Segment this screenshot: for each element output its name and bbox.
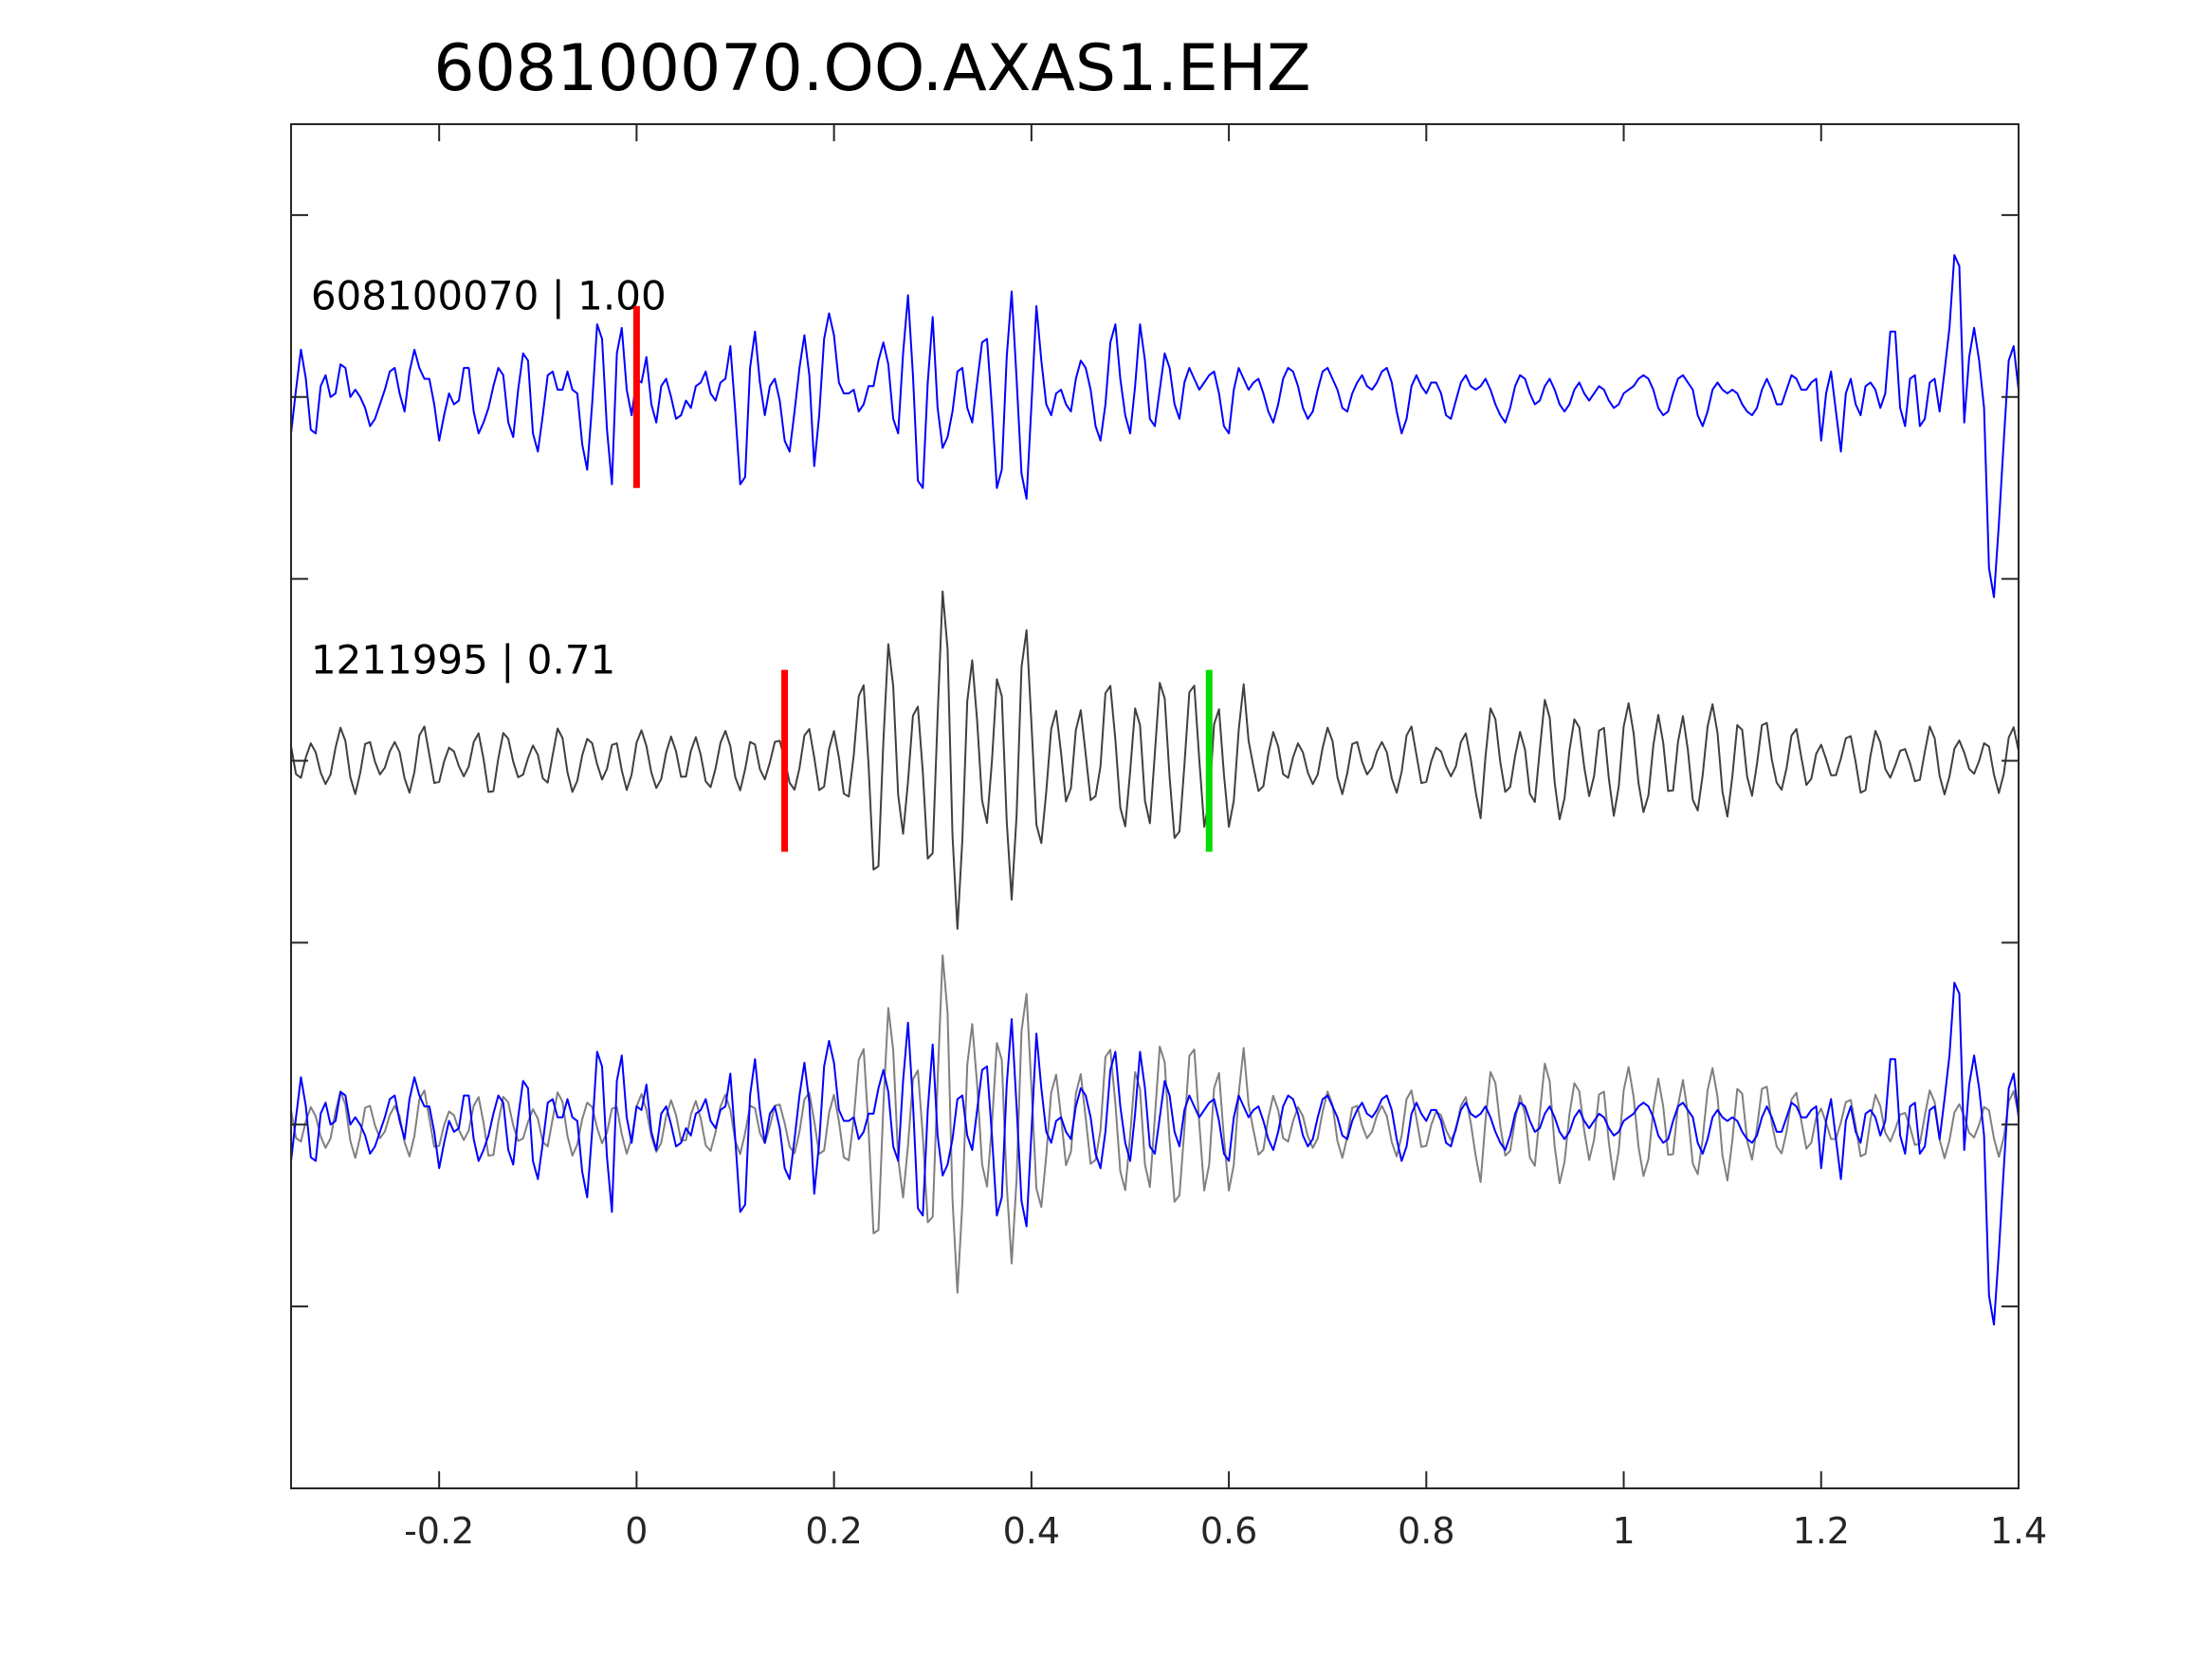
trace-labels: 608100070 | 1.00 1211995 | 0.71 <box>311 273 667 684</box>
x-tick-label: 1.2 <box>1793 1510 1850 1552</box>
axes-frame <box>290 123 2020 1489</box>
x-tick-label: 0.2 <box>805 1510 862 1552</box>
template-trace <box>290 254 2020 598</box>
x-tick-label: 1 <box>1612 1510 1635 1552</box>
x-tick-label: 0 <box>625 1510 648 1552</box>
x-tick-label: 0.8 <box>1398 1510 1454 1552</box>
trace-label: 1211995 | 0.71 <box>311 636 615 683</box>
axis-ticks <box>291 124 2020 1488</box>
chart-title: 608100070.OO.AXAS1.EHZ <box>433 31 1310 106</box>
plot-area <box>290 254 2020 1326</box>
x-tick-label: -0.2 <box>404 1510 474 1552</box>
x-tick-label: 0.6 <box>1200 1510 1257 1552</box>
x-tick-label: 1.4 <box>1990 1510 2047 1552</box>
detected-trace <box>290 590 2020 930</box>
x-axis-tick-labels: -0.2 0 0.2 0.4 0.6 0.8 1 1.2 1.4 <box>404 1510 2047 1552</box>
phase-picks <box>632 305 1213 852</box>
trace-label: 608100070 | 1.00 <box>311 273 667 319</box>
x-tick-label: 0.4 <box>1003 1510 1060 1552</box>
overlay-template-trace <box>290 981 2020 1326</box>
